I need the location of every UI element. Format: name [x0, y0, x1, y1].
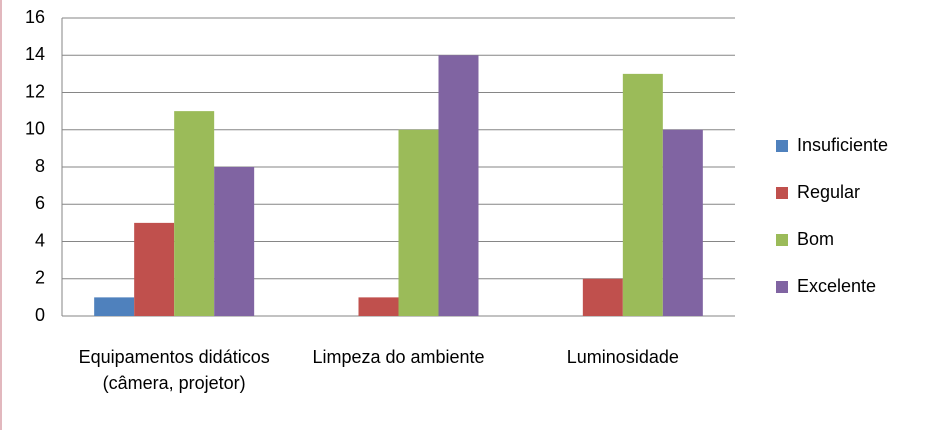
legend-label: Excelente [797, 276, 876, 296]
y-tick-label: 4 [35, 230, 45, 250]
x-tick-label: Limpeza do ambiente [312, 347, 485, 367]
y-tick-label: 2 [35, 268, 45, 288]
bar [358, 297, 399, 316]
y-tick-label: 0 [35, 305, 45, 325]
bar [214, 167, 255, 316]
bar [398, 129, 439, 316]
bar [438, 55, 479, 316]
y-tick-label: 6 [35, 193, 45, 213]
y-tick-label: 8 [35, 156, 45, 176]
legend-swatch [776, 140, 788, 152]
y-tick-label: 14 [25, 44, 45, 64]
legend-swatch [776, 281, 788, 293]
y-tick-label: 10 [25, 119, 45, 139]
legend-label: Insuficiente [797, 135, 888, 155]
legend-label: Bom [797, 229, 834, 249]
x-tick-label: Luminosidade [566, 347, 679, 367]
bar [582, 278, 623, 316]
legend-swatch [776, 234, 788, 246]
legend-label: Regular [797, 182, 860, 202]
x-tick-label: Equipamentos didáticos (câmera, projetor… [78, 347, 270, 393]
y-tick-label: 16 [25, 7, 45, 27]
bar [174, 111, 215, 316]
legend-swatch [776, 187, 788, 199]
bar [134, 222, 175, 316]
bar [94, 297, 135, 316]
y-tick-label: 12 [25, 81, 45, 101]
bar [662, 129, 703, 316]
bar [622, 73, 663, 316]
